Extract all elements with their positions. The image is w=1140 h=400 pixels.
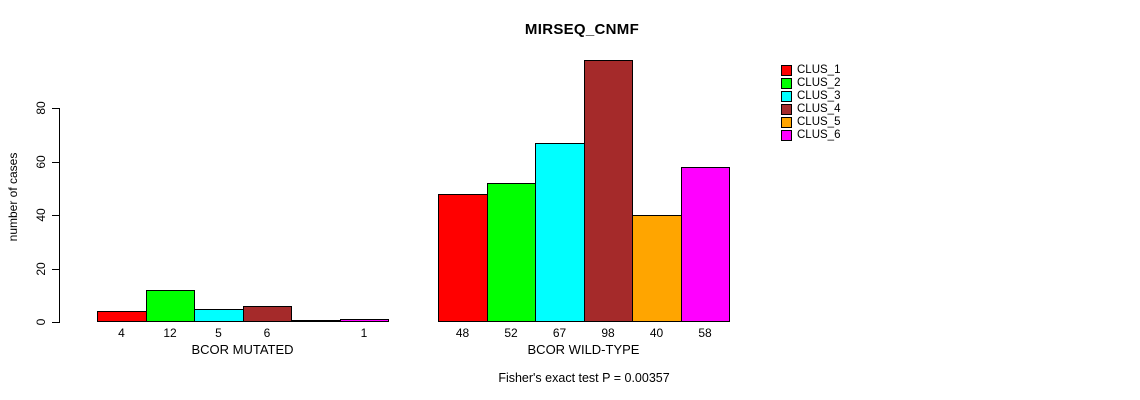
bar-value-clus-5-bcor-wild-type: 40 <box>649 326 664 340</box>
bar-value-clus-1-bcor-mutated: 4 <box>118 326 125 340</box>
bar-value-clus-6-bcor-mutated: 1 <box>360 326 368 340</box>
legend-item-clus-4: CLUS_4 <box>781 103 840 116</box>
bar-value-clus-2-bcor-mutated: 12 <box>163 326 177 340</box>
bar-value-clus-6-bcor-wild-type: 58 <box>698 326 712 340</box>
bar-clus-1-bcor-mutated <box>97 311 147 322</box>
y-tick-mark-80 <box>52 108 59 109</box>
y-tick-mark-20 <box>52 268 59 270</box>
bar-clus-3-bcor-wild-type <box>535 143 585 322</box>
y-tick-mark-0 <box>52 322 59 323</box>
legend-item-clus-2: CLUS_2 <box>781 77 840 90</box>
bar-clus-6-bcor-mutated <box>340 319 389 322</box>
bar-clus-5-bcor-wild-type <box>632 215 682 322</box>
legend-label-clus-2: CLUS_2 <box>797 77 841 89</box>
bar-clus-3-bcor-mutated <box>194 309 244 322</box>
y-tick-label-20: 20 <box>34 261 48 276</box>
legend-label-clus-3: CLUS_3 <box>797 90 841 102</box>
legend-item-clus-5: CLUS_5 <box>781 116 840 129</box>
legend-label-clus-1: CLUS_1 <box>797 64 841 76</box>
bar-clus-6-bcor-wild-type <box>681 167 730 322</box>
y-tick-mark-60 <box>52 161 59 163</box>
y-tick-label-40: 40 <box>34 208 48 222</box>
legend-swatch-clus-4 <box>781 104 792 115</box>
y-tick-label-0: 0 <box>34 318 48 326</box>
legend-swatch-clus-5 <box>781 117 792 128</box>
legend-swatch-clus-1 <box>781 65 792 76</box>
annotation-fisher-test: Fisher's exact test P = 0.00357 <box>498 371 670 385</box>
bar-value-clus-3-bcor-mutated: 5 <box>215 326 222 340</box>
legend: CLUS_1 CLUS_2 CLUS_3 CLUS_4 CLUS_5 CLUS_6 <box>781 64 840 142</box>
legend-swatch-clus-3 <box>781 91 792 102</box>
y-axis-title: number of cases <box>6 152 20 242</box>
bar-clus-4-bcor-mutated <box>243 306 292 322</box>
x-group-label-bcor-wild-type: BCOR WILD-TYPE <box>527 342 640 357</box>
legend-swatch-clus-2 <box>781 78 792 89</box>
bar-clus-2-bcor-mutated <box>146 290 195 322</box>
legend-item-clus-3: CLUS_3 <box>781 90 840 103</box>
bar-clus-4-bcor-wild-type <box>584 60 633 322</box>
bar-clus-2-bcor-wild-type <box>487 183 536 322</box>
legend-item-clus-1: CLUS_1 <box>781 64 840 77</box>
bar-value-clus-4-bcor-mutated: 6 <box>263 326 271 340</box>
y-tick-label-80: 80 <box>34 101 48 115</box>
bar-clus-5-bcor-mutated <box>291 320 341 322</box>
bar-value-clus-1-bcor-wild-type: 48 <box>455 326 470 340</box>
y-axis-line <box>59 108 60 323</box>
legend-label-clus-4: CLUS_4 <box>797 103 841 115</box>
bar-value-clus-2-bcor-wild-type: 52 <box>504 326 518 340</box>
legend-item-clus-6: CLUS_6 <box>781 129 840 142</box>
y-tick-label-60: 60 <box>34 154 48 169</box>
bar-value-clus-4-bcor-wild-type: 98 <box>601 326 615 340</box>
y-tick-mark-40 <box>52 215 59 216</box>
chart-title: MIRSEQ_CNMF <box>524 21 640 38</box>
legend-label-clus-5: CLUS_5 <box>797 116 841 128</box>
legend-label-clus-6: CLUS_6 <box>797 129 841 141</box>
bar-clus-1-bcor-wild-type <box>438 194 488 322</box>
x-group-label-bcor-mutated: BCOR MUTATED <box>191 342 294 357</box>
legend-swatch-clus-6 <box>781 130 792 141</box>
bar-value-clus-3-bcor-wild-type: 67 <box>552 326 567 340</box>
